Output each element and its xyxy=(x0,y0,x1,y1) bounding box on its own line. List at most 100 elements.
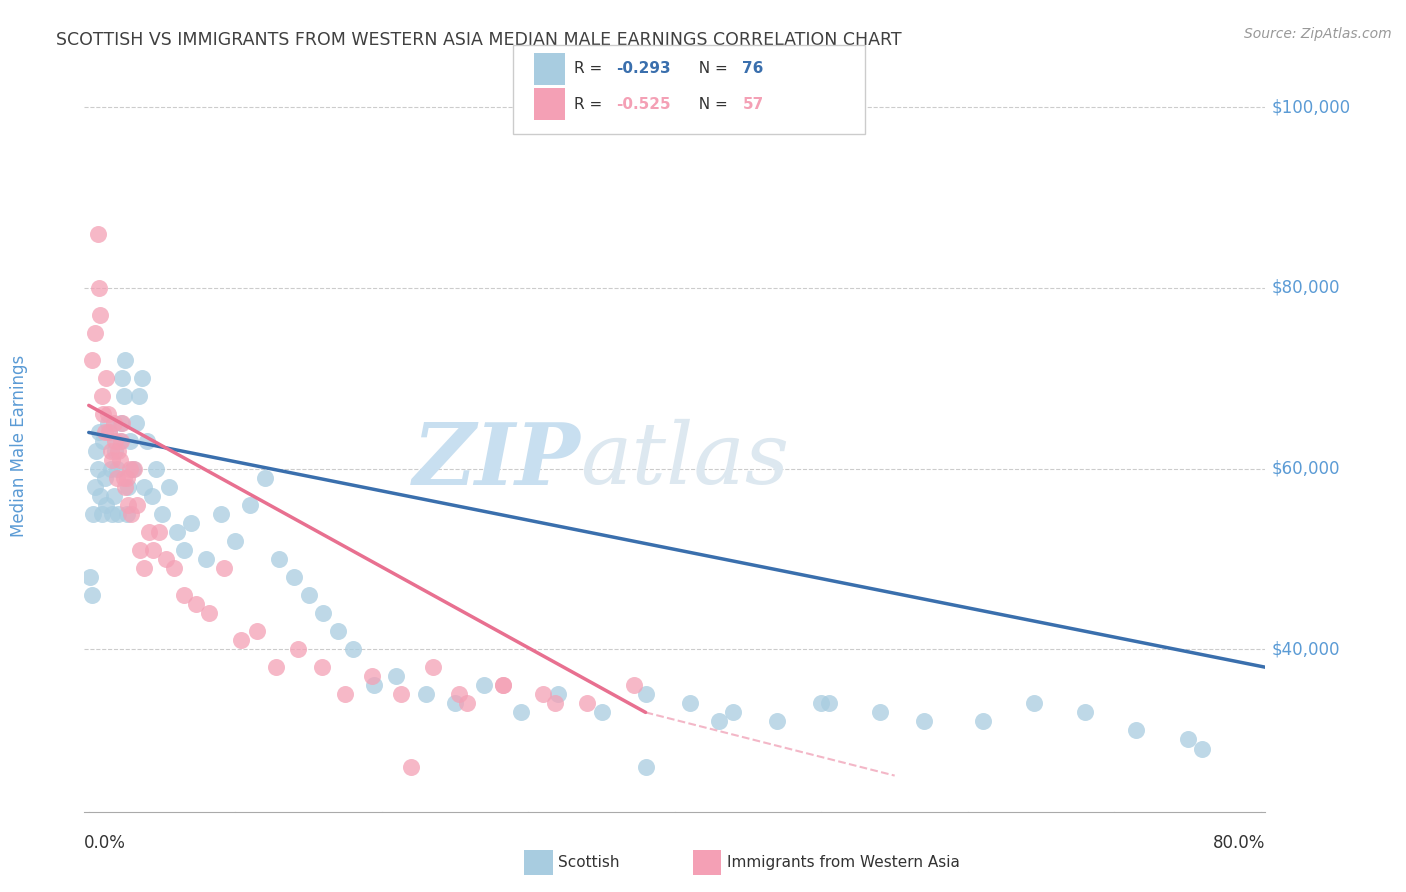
Point xyxy=(82,507,104,521)
Point xyxy=(87,281,110,295)
Text: SCOTTISH VS IMMIGRANTS FROM WESTERN ASIA MEDIAN MALE EARNINGS CORRELATION CHART: SCOTTISH VS IMMIGRANTS FROM WESTERN ASIA… xyxy=(56,31,901,49)
Text: atlas: atlas xyxy=(581,419,790,502)
Point xyxy=(84,443,107,458)
Point xyxy=(239,498,262,512)
Point xyxy=(100,461,122,475)
Point xyxy=(107,443,129,458)
Point xyxy=(198,606,221,620)
Point xyxy=(105,470,128,484)
Point xyxy=(128,389,150,403)
Point xyxy=(121,461,143,475)
Point xyxy=(142,542,165,557)
Text: 80.0%: 80.0% xyxy=(1213,834,1265,852)
Point xyxy=(422,660,444,674)
Point xyxy=(89,308,111,322)
Point xyxy=(129,542,152,557)
Point xyxy=(97,408,120,422)
Point xyxy=(115,507,138,521)
Point xyxy=(912,714,935,729)
Point xyxy=(138,524,160,539)
Point xyxy=(98,425,121,440)
Point xyxy=(266,660,288,674)
Point xyxy=(93,408,115,422)
Point xyxy=(456,697,478,711)
Point xyxy=(678,697,700,711)
Point xyxy=(91,507,114,521)
Text: Source: ZipAtlas.com: Source: ZipAtlas.com xyxy=(1244,27,1392,41)
Point xyxy=(1125,723,1147,738)
Point xyxy=(180,516,202,530)
Point xyxy=(1074,706,1097,720)
Point xyxy=(363,678,385,692)
Point xyxy=(110,417,132,431)
Point xyxy=(96,498,118,512)
Point xyxy=(141,489,163,503)
Point xyxy=(287,642,309,657)
Text: -0.293: -0.293 xyxy=(616,62,671,76)
Point xyxy=(209,507,232,521)
Point xyxy=(492,678,515,692)
Point xyxy=(449,687,471,701)
Point xyxy=(326,624,349,639)
Point xyxy=(80,353,103,368)
Point xyxy=(94,425,117,440)
Point xyxy=(173,542,195,557)
Point xyxy=(89,489,111,503)
Text: Median Male Earnings: Median Male Earnings xyxy=(10,355,28,537)
Point xyxy=(134,480,156,494)
Point xyxy=(184,597,207,611)
Point xyxy=(253,470,276,484)
Point xyxy=(155,552,177,566)
Point xyxy=(97,417,120,431)
Point xyxy=(623,678,645,692)
Text: ZIP: ZIP xyxy=(412,419,581,502)
Point xyxy=(634,687,657,701)
Point xyxy=(83,480,105,494)
Point xyxy=(134,561,156,575)
Point xyxy=(150,507,173,521)
Point xyxy=(114,480,136,494)
Point xyxy=(224,533,246,548)
Point xyxy=(1022,697,1045,711)
Point xyxy=(173,588,195,602)
Point xyxy=(103,489,125,503)
Point xyxy=(311,660,333,674)
Point xyxy=(444,697,467,711)
Point xyxy=(104,443,127,458)
Point xyxy=(127,498,149,512)
Point xyxy=(283,570,305,584)
Point xyxy=(124,417,146,431)
Point xyxy=(246,624,269,639)
Point xyxy=(707,714,730,729)
Point xyxy=(122,461,145,475)
Point xyxy=(108,434,131,449)
Point xyxy=(399,759,422,773)
Point xyxy=(415,687,437,701)
Point xyxy=(810,697,832,711)
Point xyxy=(115,470,138,484)
Point xyxy=(131,371,153,385)
Text: N =: N = xyxy=(689,97,733,112)
Text: 76: 76 xyxy=(742,62,763,76)
Point xyxy=(269,552,291,566)
Point xyxy=(83,326,105,340)
Point xyxy=(103,417,125,431)
Point xyxy=(86,227,108,241)
Point xyxy=(114,353,136,368)
Text: 0.0%: 0.0% xyxy=(84,834,127,852)
Point xyxy=(98,425,121,440)
Point xyxy=(634,759,657,773)
Point xyxy=(94,470,117,484)
Text: 57: 57 xyxy=(742,97,763,112)
Point xyxy=(148,524,170,539)
Point xyxy=(335,687,357,701)
Point xyxy=(360,669,382,683)
Point xyxy=(91,389,114,403)
Point xyxy=(118,434,141,449)
Point xyxy=(591,706,613,720)
Point xyxy=(96,371,118,385)
Text: R =: R = xyxy=(574,62,607,76)
Point xyxy=(1191,741,1213,756)
Text: $40,000: $40,000 xyxy=(1271,640,1340,658)
Point xyxy=(510,706,533,720)
